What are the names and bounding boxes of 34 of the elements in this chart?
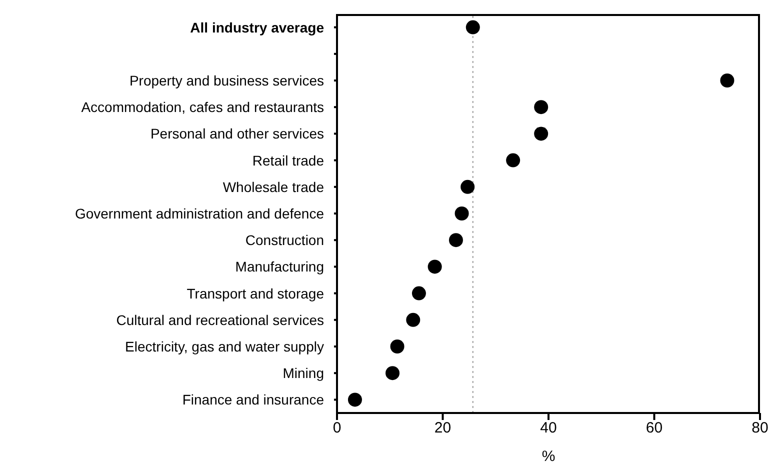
point bbox=[390, 340, 404, 354]
x-tick-label: 0 bbox=[332, 420, 342, 437]
point bbox=[454, 206, 469, 220]
point bbox=[406, 312, 420, 327]
y-tick-label: Cultural and recreational services bbox=[116, 312, 324, 328]
point bbox=[506, 153, 520, 168]
point bbox=[460, 180, 475, 194]
y-tick-label: Retail trade bbox=[252, 152, 324, 168]
point bbox=[412, 286, 426, 300]
point bbox=[534, 100, 548, 114]
x-axis-title: % bbox=[542, 448, 556, 465]
point bbox=[448, 233, 463, 248]
y-tick-label: Government administration and defence bbox=[74, 206, 324, 222]
y-tick-label: Property and business services bbox=[129, 72, 324, 88]
y-tick-label: Mining bbox=[282, 365, 324, 382]
y-tick-label: All industry average bbox=[190, 19, 324, 36]
point bbox=[466, 20, 480, 34]
y-tick-label: Accommodation, cafes and restaurants bbox=[81, 99, 324, 116]
x-tick-label: 60 bbox=[646, 420, 663, 437]
x-tick-label: 40 bbox=[540, 420, 557, 437]
point bbox=[720, 74, 734, 88]
y-tick-label: Transport and storage bbox=[186, 285, 324, 302]
y-tick-label: Construction bbox=[245, 232, 324, 248]
point bbox=[386, 366, 400, 380]
y-tick-label: Finance and insurance bbox=[182, 392, 324, 408]
x-tick-label: 80 bbox=[752, 420, 768, 437]
point bbox=[348, 392, 362, 407]
y-tick-label: Electricity, gas and water supply bbox=[125, 338, 324, 354]
point bbox=[534, 126, 548, 141]
y-tick-label: Personal and other services bbox=[150, 126, 324, 142]
y-tick-label: Manufacturing bbox=[235, 258, 324, 275]
x-tick-label: 20 bbox=[434, 420, 452, 437]
point bbox=[428, 260, 442, 274]
y-tick-label: Wholesale trade bbox=[222, 178, 324, 195]
